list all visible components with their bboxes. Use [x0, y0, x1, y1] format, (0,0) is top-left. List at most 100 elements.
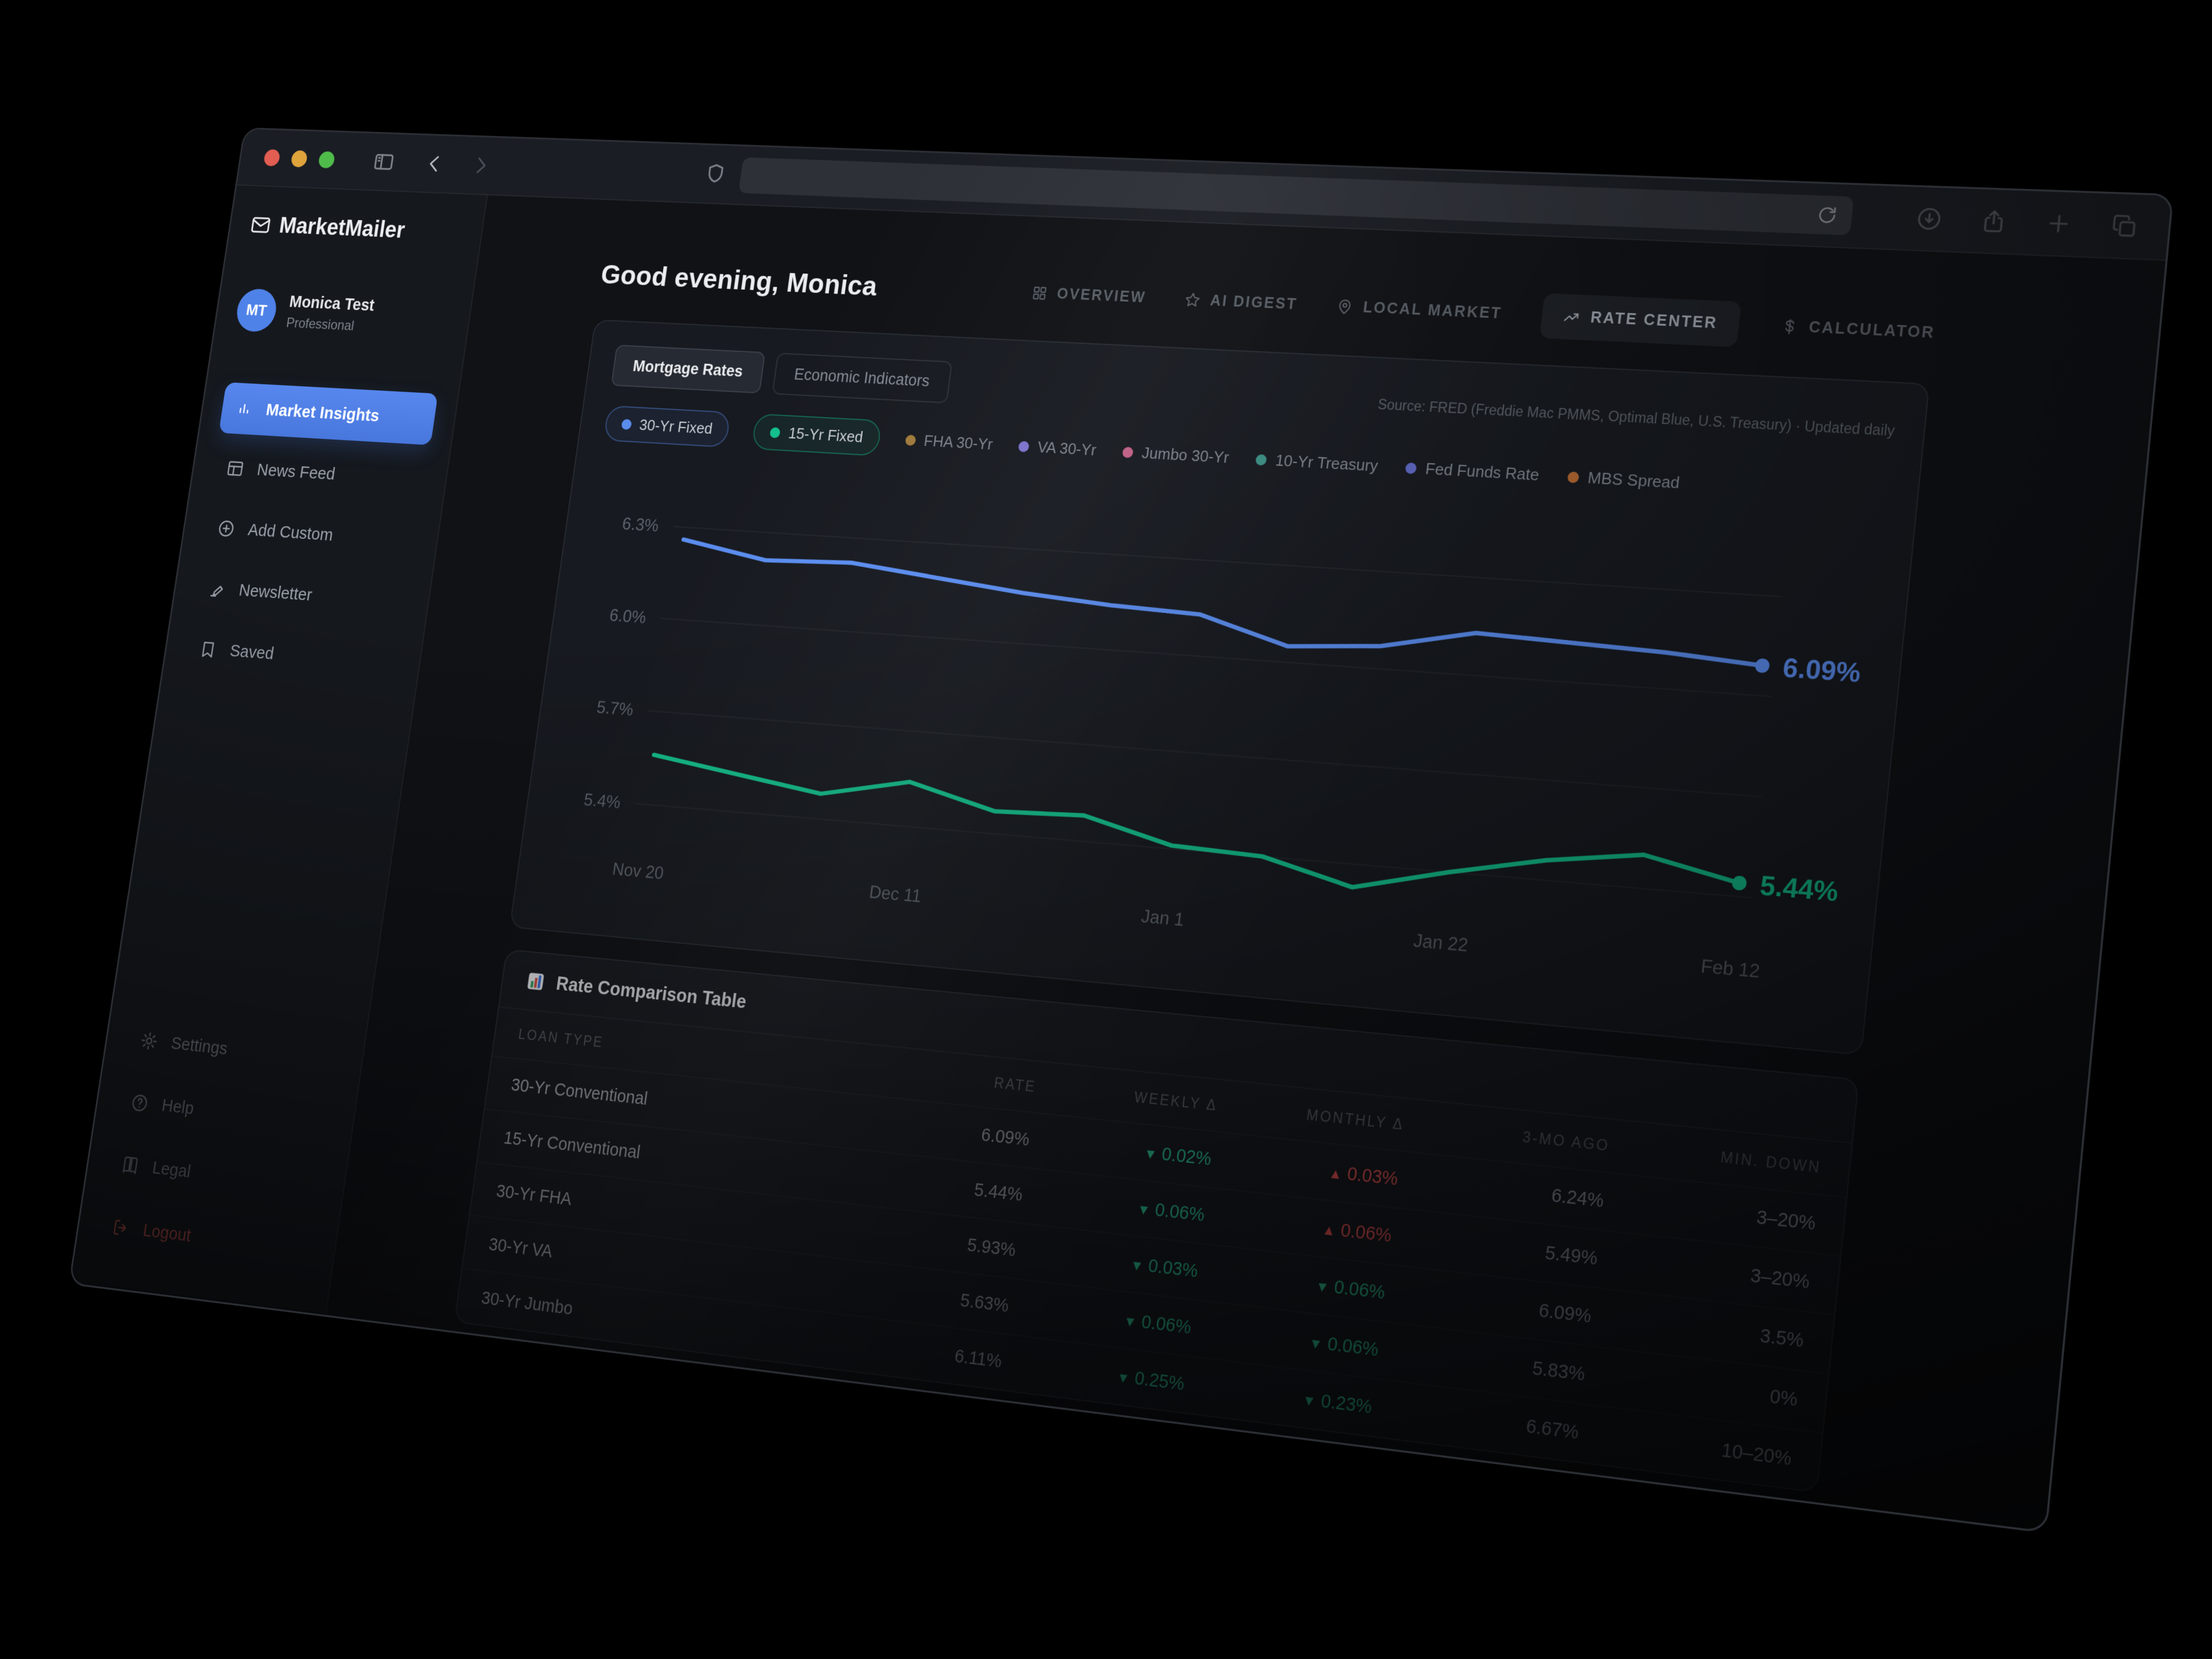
- three-mo-ago: 5.49%: [1544, 1242, 1599, 1269]
- downloads-icon[interactable]: [1914, 205, 1944, 232]
- monthly-delta: ▲ 0.06%: [1321, 1219, 1393, 1247]
- shield-icon: [702, 162, 728, 187]
- legend-dot-icon: [1018, 440, 1030, 452]
- series-line-15-yr-fixed: [644, 755, 1744, 920]
- sidebar-item-market-insights[interactable]: Market Insights: [218, 382, 438, 445]
- logout-icon: [111, 1217, 131, 1239]
- main-content: Good evening, Monica OVERVIEW AI DIGEST LO…: [326, 195, 2165, 1530]
- grid-line: [660, 618, 1772, 696]
- chart-area: 6.3% 6.0% 5.7% 5.4% Nov 20 Dec 11 Jan 1 Jan 22 F…: [540, 457, 1884, 1008]
- legend-mbs-spread[interactable]: MBS Spread: [1566, 467, 1681, 493]
- monthly-delta: ▼ 0.06%: [1308, 1333, 1380, 1361]
- tab-local-market[interactable]: LOCAL MARKET: [1335, 297, 1503, 322]
- legend-label: 10-Yr Treasury: [1274, 450, 1379, 475]
- sidebar-item-legal[interactable]: Legal: [104, 1137, 327, 1214]
- share-icon[interactable]: [1979, 207, 2009, 235]
- min-down: 10–20%: [1720, 1439, 1793, 1469]
- window-close-button[interactable]: [263, 149, 281, 166]
- three-mo-ago: 5.83%: [1531, 1357, 1586, 1385]
- weekly-delta: ▼ 0.06%: [1136, 1199, 1206, 1226]
- sidebar-item-label: Market Insights: [264, 400, 381, 426]
- sidebar-item-help[interactable]: Help: [114, 1075, 336, 1151]
- legend-fed-funds-rate[interactable]: Fed Funds Rate: [1404, 458, 1540, 484]
- rate: 6.11%: [953, 1346, 1003, 1372]
- sidebar-item-label: Newsletter: [237, 580, 313, 605]
- help-circle-icon: [130, 1092, 150, 1114]
- sidebar-item-newsletter[interactable]: Newsletter: [191, 562, 411, 628]
- user-profile[interactable]: MT Monica Test Professional: [234, 288, 452, 341]
- user-name: Monica Test: [288, 293, 376, 315]
- back-icon[interactable]: [422, 151, 447, 176]
- legend-dot-icon: [1255, 453, 1267, 465]
- arrow-down-icon: ▼: [1129, 1256, 1145, 1274]
- rate: 5.63%: [959, 1290, 1010, 1316]
- three-mo-ago: 6.67%: [1525, 1415, 1580, 1444]
- sidebar-item-label: News Feed: [256, 460, 336, 484]
- legend-15-yr-fixed[interactable]: 15-Yr Fixed: [751, 413, 882, 457]
- sidebar-item-label: Legal: [151, 1157, 192, 1182]
- legend-label: FHA 30-Yr: [923, 431, 994, 453]
- sidebar-item-add-custom[interactable]: Add Custom: [200, 502, 421, 567]
- window-zoom-button[interactable]: [317, 151, 336, 169]
- source-note: Source: FRED (Freddie Mac PMMS, Optimal …: [1377, 396, 1896, 440]
- grid-icon: [1031, 284, 1049, 302]
- legend-label: Fed Funds Rate: [1424, 459, 1540, 484]
- grid-line: [635, 804, 1751, 897]
- legend-dot-icon: [904, 434, 916, 446]
- sidebar-toggle-icon[interactable]: [372, 150, 396, 174]
- legend-label: 15-Yr Fixed: [787, 424, 865, 446]
- bar-chart-emoji-icon: [524, 969, 547, 993]
- x-axis-tick-label: Nov 20: [611, 859, 665, 883]
- min-down: 3–20%: [1755, 1206, 1817, 1234]
- logout-button[interactable]: Logout: [95, 1199, 317, 1278]
- rate: 5.93%: [966, 1234, 1017, 1261]
- legend-jumbo-30-yr[interactable]: Jumbo 30-Yr: [1122, 442, 1230, 467]
- tab-mortgage-rates[interactable]: Mortgage Rates: [611, 344, 766, 394]
- browser-window: MarketMailer MT Monica Test Professional…: [70, 129, 2172, 1532]
- sidebar-item-label: Add Custom: [247, 520, 335, 545]
- x-axis-tick-label: Jan 1: [1140, 906, 1185, 930]
- table-title: Rate Comparison Table: [555, 972, 748, 1013]
- gear-icon: [139, 1030, 159, 1052]
- window-minimize-button[interactable]: [290, 150, 308, 168]
- bar-chart-icon: [234, 399, 255, 419]
- legend-va-30-yr[interactable]: VA 30-Yr: [1017, 437, 1097, 460]
- y-axis-tick-label: 5.4%: [582, 790, 622, 812]
- legend-10-yr-treasury[interactable]: 10-Yr Treasury: [1255, 450, 1379, 476]
- rate-chart-card: Mortgage Rates Economic Indicators Sourc…: [509, 319, 1930, 1056]
- dollar-icon: [1779, 317, 1800, 336]
- tab-overview-icon[interactable]: [2109, 212, 2140, 240]
- new-tab-icon[interactable]: [2044, 210, 2074, 237]
- arrow-down-icon: ▼: [1122, 1312, 1138, 1330]
- tab-economic-indicators[interactable]: Economic Indicators: [771, 353, 953, 404]
- legend-fha-30-yr[interactable]: FHA 30-Yr: [904, 430, 994, 453]
- legend-label: Jumbo 30-Yr: [1141, 444, 1230, 467]
- sidebar-item-label: Help: [160, 1095, 195, 1119]
- bookmark-icon: [198, 639, 218, 660]
- pen-icon: [207, 578, 227, 599]
- x-axis-tick-label: Feb 12: [1700, 955, 1761, 982]
- tab-overview[interactable]: OVERVIEW: [1031, 284, 1147, 306]
- y-axis-tick-label: 6.3%: [621, 514, 660, 535]
- tab-label: CALCULATOR: [1808, 318, 1936, 342]
- arrow-down-icon: ▼: [1315, 1277, 1331, 1296]
- forward-icon[interactable]: [468, 153, 494, 178]
- sidebar-item-settings[interactable]: Settings: [123, 1013, 345, 1087]
- tab-calculator[interactable]: CALCULATOR: [1779, 317, 1936, 342]
- monthly-delta: ▼ 0.06%: [1315, 1276, 1387, 1304]
- column-header-min-down: MIN. DOWN: [1719, 1148, 1823, 1176]
- refresh-icon[interactable]: [1815, 204, 1839, 226]
- tab-ai-digest[interactable]: AI DIGEST: [1183, 291, 1298, 313]
- column-header-3-mo-ago: 3-MO AGO: [1521, 1128, 1611, 1154]
- sidebar-item-news-feed[interactable]: News Feed: [210, 442, 429, 506]
- tab-rate-center[interactable]: RATE CENTER: [1539, 293, 1741, 347]
- x-axis-tick-label: Jan 22: [1412, 930, 1469, 956]
- column-header-monthly: MONTHLY Δ: [1305, 1106, 1406, 1133]
- arrow-down-icon: ▼: [1301, 1391, 1317, 1410]
- legend-30-yr-fixed[interactable]: 30-Yr Fixed: [603, 405, 732, 448]
- legend-dot-icon: [1404, 462, 1418, 474]
- user-plan: Professional: [285, 315, 355, 334]
- sidebar-item-saved[interactable]: Saved: [182, 622, 403, 690]
- sidebar-item-label: Saved: [228, 641, 275, 664]
- window-controls: [263, 149, 348, 169]
